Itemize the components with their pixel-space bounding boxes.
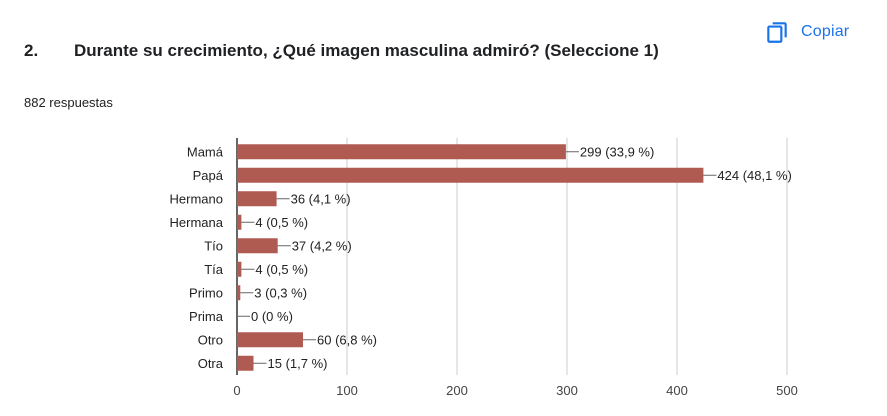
category-label: Tía [204, 262, 224, 277]
data-label: 15 (1,7 %) [268, 356, 328, 371]
question-title: 2. Durante su crecimiento, ¿Qué imagen m… [24, 41, 659, 61]
bar [237, 144, 566, 160]
bar [237, 285, 241, 301]
bar [237, 261, 242, 277]
data-label: 4 (0,5 %) [255, 262, 308, 277]
data-label: 299 (33,9 %) [580, 144, 654, 159]
data-label: 3 (0,3 %) [254, 285, 307, 300]
question-text: Durante su crecimiento, ¿Qué imagen masc… [74, 41, 659, 60]
x-tick-label: 0 [233, 383, 240, 398]
x-tick-label: 500 [776, 383, 798, 398]
labels: 0 100 200 300 400 500 Mamá 299 (33,9 %) Papá 424 … [170, 144, 798, 398]
bar [237, 355, 254, 371]
data-label: 36 (4,1 %) [291, 191, 351, 206]
bar [237, 332, 303, 348]
bar [237, 191, 277, 207]
data-label: 4 (0,5 %) [255, 215, 308, 230]
category-label: Papá [193, 168, 224, 183]
data-label: 0 (0 %) [251, 309, 293, 324]
question-number: 2. [24, 41, 39, 60]
bar [237, 167, 704, 183]
category-label: Hermano [170, 191, 223, 206]
category-label: Mamá [187, 144, 224, 159]
bars [237, 144, 704, 371]
x-tick-label: 100 [336, 383, 358, 398]
copy-icon [767, 22, 787, 43]
category-label: Otra [198, 356, 224, 371]
bar [237, 238, 278, 254]
responses-count: 882 respuestas [24, 95, 113, 110]
data-label: 60 (6,8 %) [317, 332, 377, 347]
x-tick-label: 400 [666, 383, 688, 398]
copy-label: Copiar [801, 23, 850, 40]
x-tick-label: 300 [556, 383, 578, 398]
category-label: Primo [189, 285, 223, 300]
category-label: Hermana [170, 215, 224, 230]
x-tick-label: 200 [446, 383, 468, 398]
category-label: Tío [204, 238, 223, 253]
category-label: Prima [189, 309, 224, 324]
category-label: Otro [198, 332, 223, 347]
data-label: 424 (48,1 %) [717, 168, 791, 183]
copy-button[interactable]: Copiar [764, 17, 849, 47]
bar [237, 214, 242, 230]
data-label: 37 (4,2 %) [292, 238, 352, 253]
